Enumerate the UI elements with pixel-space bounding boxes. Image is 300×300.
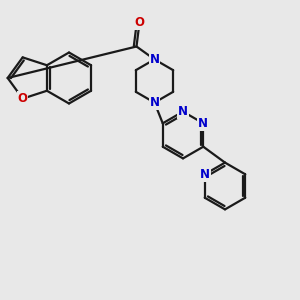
Text: N: N bbox=[149, 53, 160, 66]
Text: N: N bbox=[178, 105, 188, 118]
Text: N: N bbox=[149, 96, 160, 109]
Text: N: N bbox=[198, 117, 208, 130]
Text: O: O bbox=[18, 92, 28, 105]
Text: O: O bbox=[134, 16, 145, 29]
Text: N: N bbox=[200, 168, 210, 181]
